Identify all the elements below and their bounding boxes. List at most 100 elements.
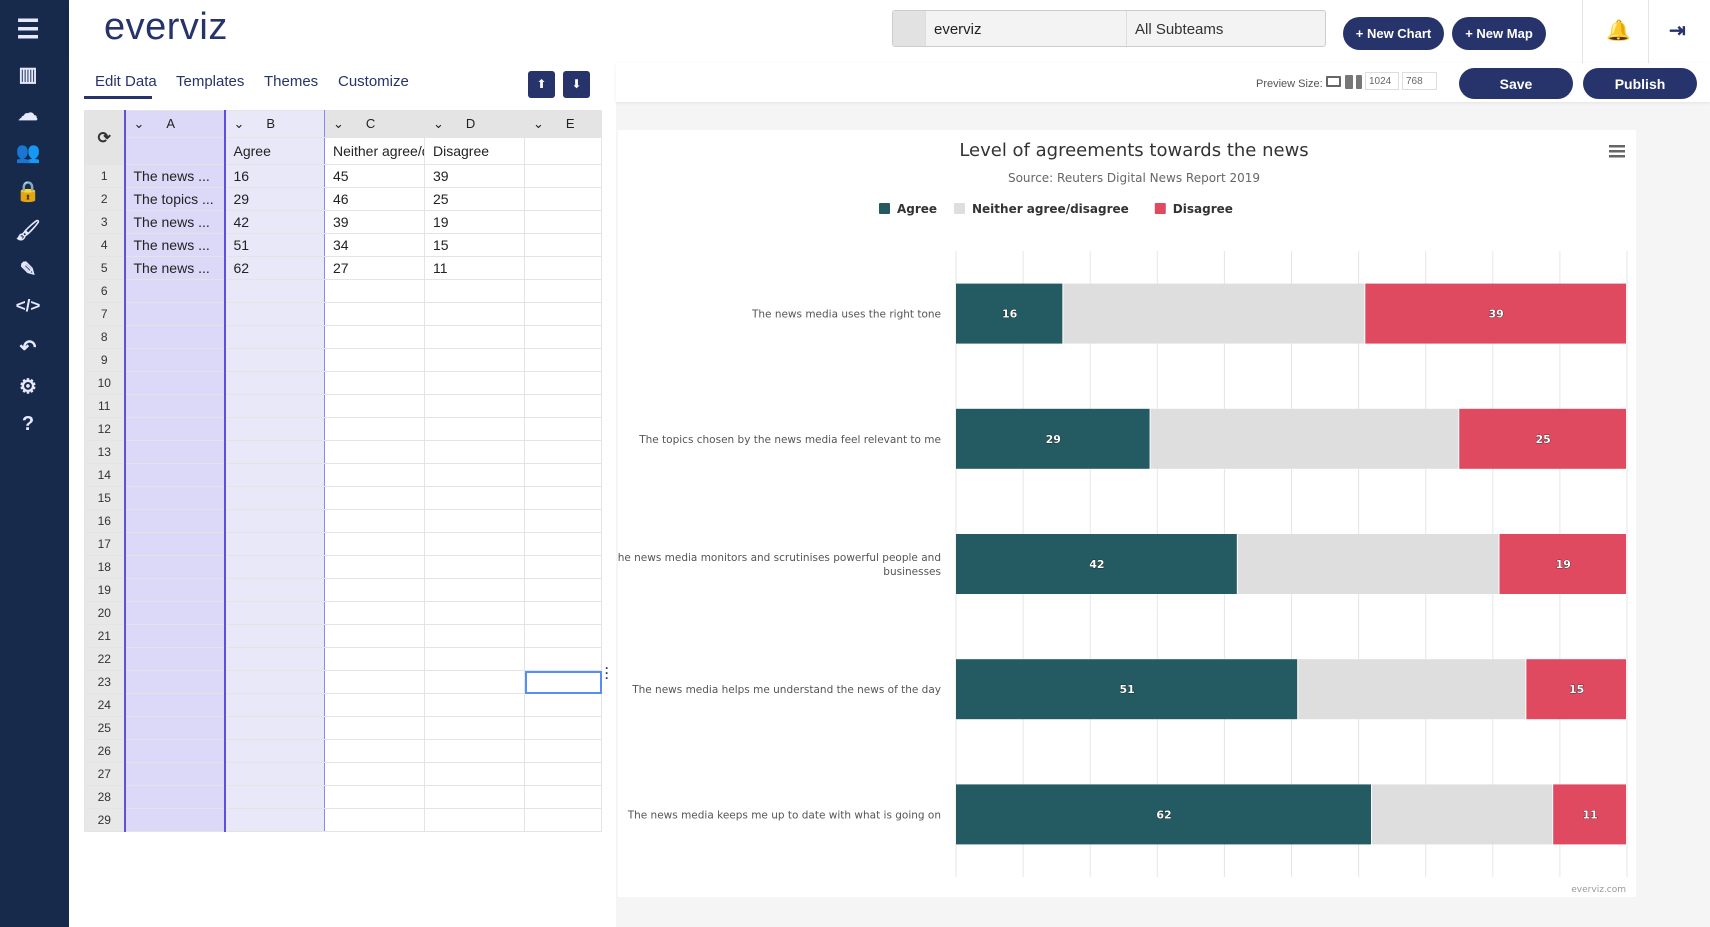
- new-map-button[interactable]: + New Map: [1452, 17, 1546, 50]
- cell[interactable]: [424, 578, 525, 602]
- cell[interactable]: [524, 739, 602, 763]
- cell[interactable]: [324, 279, 425, 303]
- publish-button[interactable]: Publish: [1583, 68, 1697, 99]
- cell[interactable]: The news ...: [123, 164, 226, 188]
- cell[interactable]: [324, 716, 425, 740]
- cell[interactable]: [224, 785, 325, 809]
- tab-edit-data[interactable]: Edit Data: [95, 73, 157, 90]
- cell[interactable]: [123, 555, 226, 579]
- gear-icon[interactable]: ⚙: [19, 376, 37, 398]
- cell[interactable]: [524, 624, 602, 648]
- cell[interactable]: [424, 325, 525, 349]
- cell[interactable]: [424, 348, 525, 372]
- cell[interactable]: [324, 371, 425, 395]
- help-icon[interactable]: ?: [21, 413, 35, 435]
- cell[interactable]: [524, 164, 602, 188]
- cell[interactable]: [224, 693, 325, 717]
- cell[interactable]: [524, 302, 602, 326]
- undo-icon[interactable]: ↶: [19, 337, 37, 359]
- cell[interactable]: [324, 509, 425, 533]
- cell[interactable]: [224, 808, 325, 832]
- cell[interactable]: [524, 371, 602, 395]
- cell[interactable]: [524, 417, 602, 441]
- cell[interactable]: [524, 601, 602, 625]
- cell[interactable]: [324, 463, 425, 487]
- cell[interactable]: [224, 555, 325, 579]
- cell[interactable]: [123, 647, 226, 671]
- cloud-icon[interactable]: ☁: [18, 103, 38, 125]
- cell[interactable]: [424, 716, 525, 740]
- bar[interactable]: [956, 408, 1150, 469]
- cell[interactable]: [524, 716, 602, 740]
- chevron-down-icon[interactable]: ⌄: [333, 116, 344, 131]
- cell[interactable]: [524, 256, 602, 280]
- cell[interactable]: [224, 302, 325, 326]
- cell[interactable]: [524, 762, 602, 786]
- cell[interactable]: 45: [324, 164, 425, 188]
- cell[interactable]: [424, 693, 525, 717]
- tablet-icon[interactable]: [1345, 75, 1353, 89]
- column-header-e[interactable]: ⌄ E: [524, 110, 602, 138]
- cell[interactable]: [123, 785, 226, 809]
- cell[interactable]: [424, 555, 525, 579]
- cell[interactable]: [524, 670, 602, 694]
- cell[interactable]: [524, 348, 602, 372]
- cell[interactable]: [424, 440, 525, 464]
- cell[interactable]: 27: [324, 256, 425, 280]
- team-selector-handle[interactable]: [893, 11, 926, 46]
- cell[interactable]: [224, 624, 325, 648]
- cell[interactable]: [524, 279, 602, 303]
- cell[interactable]: [524, 693, 602, 717]
- header-cell[interactable]: Disagree: [424, 137, 525, 165]
- cell[interactable]: [324, 601, 425, 625]
- cell[interactable]: [123, 486, 226, 510]
- logout-icon[interactable]: ⇥: [1669, 20, 1686, 42]
- cell[interactable]: [123, 693, 226, 717]
- cell[interactable]: [324, 739, 425, 763]
- cell[interactable]: [324, 555, 425, 579]
- header-cell[interactable]: Neither agree/d: [324, 137, 425, 165]
- column-header-b[interactable]: ⌄ B: [224, 110, 325, 138]
- cell[interactable]: [324, 578, 425, 602]
- cell[interactable]: [424, 417, 525, 441]
- cell[interactable]: [224, 417, 325, 441]
- cell[interactable]: 16: [224, 164, 325, 188]
- chart-menu-icon[interactable]: [1609, 145, 1625, 158]
- chart-credit[interactable]: everviz.com: [1571, 885, 1626, 895]
- cell[interactable]: [224, 440, 325, 464]
- cell[interactable]: [123, 670, 226, 694]
- column-header-c[interactable]: ⌄ C: [324, 110, 425, 138]
- header-cell[interactable]: Agree: [224, 137, 325, 165]
- cell[interactable]: [224, 486, 325, 510]
- bell-icon[interactable]: 🔔: [1606, 20, 1631, 42]
- team-select[interactable]: everviz: [926, 11, 1127, 46]
- cell[interactable]: [524, 509, 602, 533]
- cell[interactable]: [324, 624, 425, 648]
- cell[interactable]: [324, 440, 425, 464]
- cell[interactable]: [224, 762, 325, 786]
- cell[interactable]: [524, 555, 602, 579]
- cell[interactable]: [123, 762, 226, 786]
- cell[interactable]: [524, 440, 602, 464]
- cell[interactable]: [324, 325, 425, 349]
- cell[interactable]: The topics ...: [123, 187, 226, 211]
- bar[interactable]: [1553, 784, 1626, 845]
- cell[interactable]: 62: [224, 256, 325, 280]
- cell[interactable]: [123, 440, 226, 464]
- logo[interactable]: everviz: [104, 6, 228, 48]
- cell[interactable]: [524, 210, 602, 234]
- code-icon[interactable]: </>: [15, 296, 41, 315]
- bar-chart-icon[interactable]: ▥: [18, 64, 38, 86]
- cell[interactable]: [424, 647, 525, 671]
- cell[interactable]: [424, 279, 525, 303]
- cell[interactable]: [224, 463, 325, 487]
- cell[interactable]: [224, 647, 325, 671]
- cell[interactable]: [324, 762, 425, 786]
- bar[interactable]: [1063, 283, 1365, 344]
- data-grid[interactable]: ⟳ ⌄ A ⌄ B ⌄ C ⌄ D ⌄ E Agree Neither agree/d Disagree 1…: [84, 110, 602, 832]
- cell[interactable]: [224, 716, 325, 740]
- users-icon[interactable]: 👥: [15, 142, 41, 164]
- cell[interactable]: [123, 302, 226, 326]
- bar[interactable]: [1150, 408, 1459, 469]
- cell[interactable]: [224, 279, 325, 303]
